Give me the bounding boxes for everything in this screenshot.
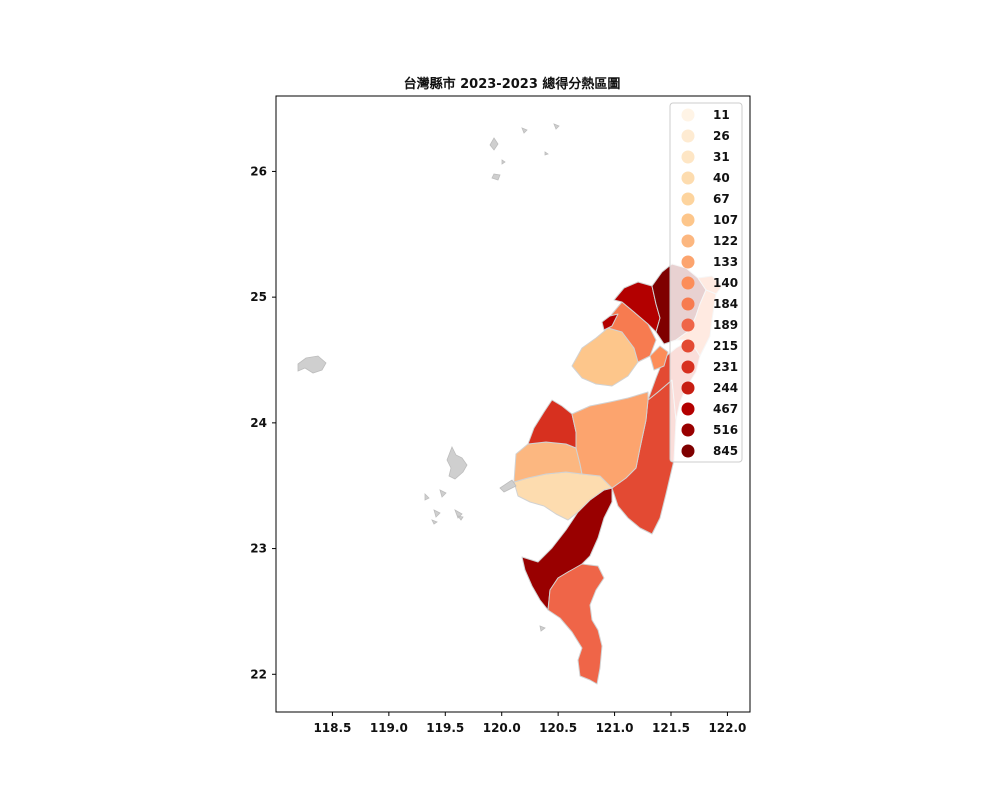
- legend-swatch: [681, 213, 695, 227]
- x-tick-label: 120.5: [539, 721, 577, 735]
- y-tick-label: 26: [250, 164, 267, 178]
- county-nantou: [571, 391, 649, 489]
- y-axis: 22 23 24 25 26: [250, 164, 276, 681]
- legend-label: 845: [713, 444, 738, 458]
- legend-label: 26: [713, 129, 730, 143]
- legend-label: 133: [713, 255, 738, 269]
- legend-label: 40: [713, 171, 730, 185]
- county-pingtung: [547, 563, 605, 685]
- liuqiu-islet: [539, 625, 546, 632]
- legend-swatch: [681, 108, 695, 122]
- legend-swatch: [681, 192, 695, 206]
- x-tick-label: 121.5: [652, 721, 690, 735]
- legend-label: 189: [713, 318, 738, 332]
- legend-label: 67: [713, 192, 730, 206]
- legend-label: 467: [713, 402, 738, 416]
- no-data-islands: [297, 123, 560, 525]
- legend-label: 244: [713, 381, 738, 395]
- county-kaohsiung: [521, 487, 613, 611]
- legend-swatch: [681, 423, 695, 437]
- legend-swatch: [681, 129, 695, 143]
- x-tick-label: 119.5: [426, 721, 464, 735]
- legend-swatch: [681, 381, 695, 395]
- kinmen-islands: [297, 355, 327, 374]
- legend-swatch: [681, 318, 695, 332]
- y-tick-label: 22: [250, 667, 267, 681]
- county-hsinchu: [601, 313, 619, 331]
- legend-swatch: [681, 360, 695, 374]
- x-tick-label: 121.0: [596, 721, 634, 735]
- legend-swatch: [681, 150, 695, 164]
- legend-swatch: [681, 255, 695, 269]
- legend-swatch: [681, 339, 695, 353]
- legend-label: 516: [713, 423, 738, 437]
- y-tick-label: 23: [250, 542, 267, 556]
- county-changhua-coast: [649, 345, 669, 371]
- legend-swatch: [681, 297, 695, 311]
- legend-label: 107: [713, 213, 738, 227]
- legend-swatch: [681, 234, 695, 248]
- x-axis: 118.5 119.0 119.5 120.0 120.5 121.0 121.5 122.0: [313, 712, 746, 735]
- legend-label: 231: [713, 360, 738, 374]
- legend-label: 122: [713, 234, 738, 248]
- x-tick-label: 119.0: [370, 721, 408, 735]
- x-tick-label: 120.0: [483, 721, 521, 735]
- legend-label: 11: [713, 108, 730, 122]
- map-title: 台灣縣市 2023-2023 總得分熱區圖: [404, 76, 621, 92]
- y-tick-label: 24: [250, 416, 267, 430]
- legend-label: 215: [713, 339, 738, 353]
- legend-label: 140: [713, 276, 738, 290]
- legend-label: 184: [713, 297, 738, 311]
- west-coast-spit: [499, 479, 517, 493]
- legend-swatch: [681, 444, 695, 458]
- legend-label: 31: [713, 150, 730, 164]
- legend-swatch: [681, 402, 695, 416]
- legend: 11 26 31 40 67 107 122 133 140 184 189 215 231 244 467…: [669, 102, 743, 463]
- matsu-islands: [489, 123, 560, 181]
- legend-swatch: [681, 171, 695, 185]
- x-tick-label: 122.0: [708, 721, 746, 735]
- y-tick-label: 25: [250, 290, 267, 304]
- x-tick-label: 118.5: [313, 721, 351, 735]
- penghu-islands: [424, 446, 468, 525]
- legend-swatch: [681, 276, 695, 290]
